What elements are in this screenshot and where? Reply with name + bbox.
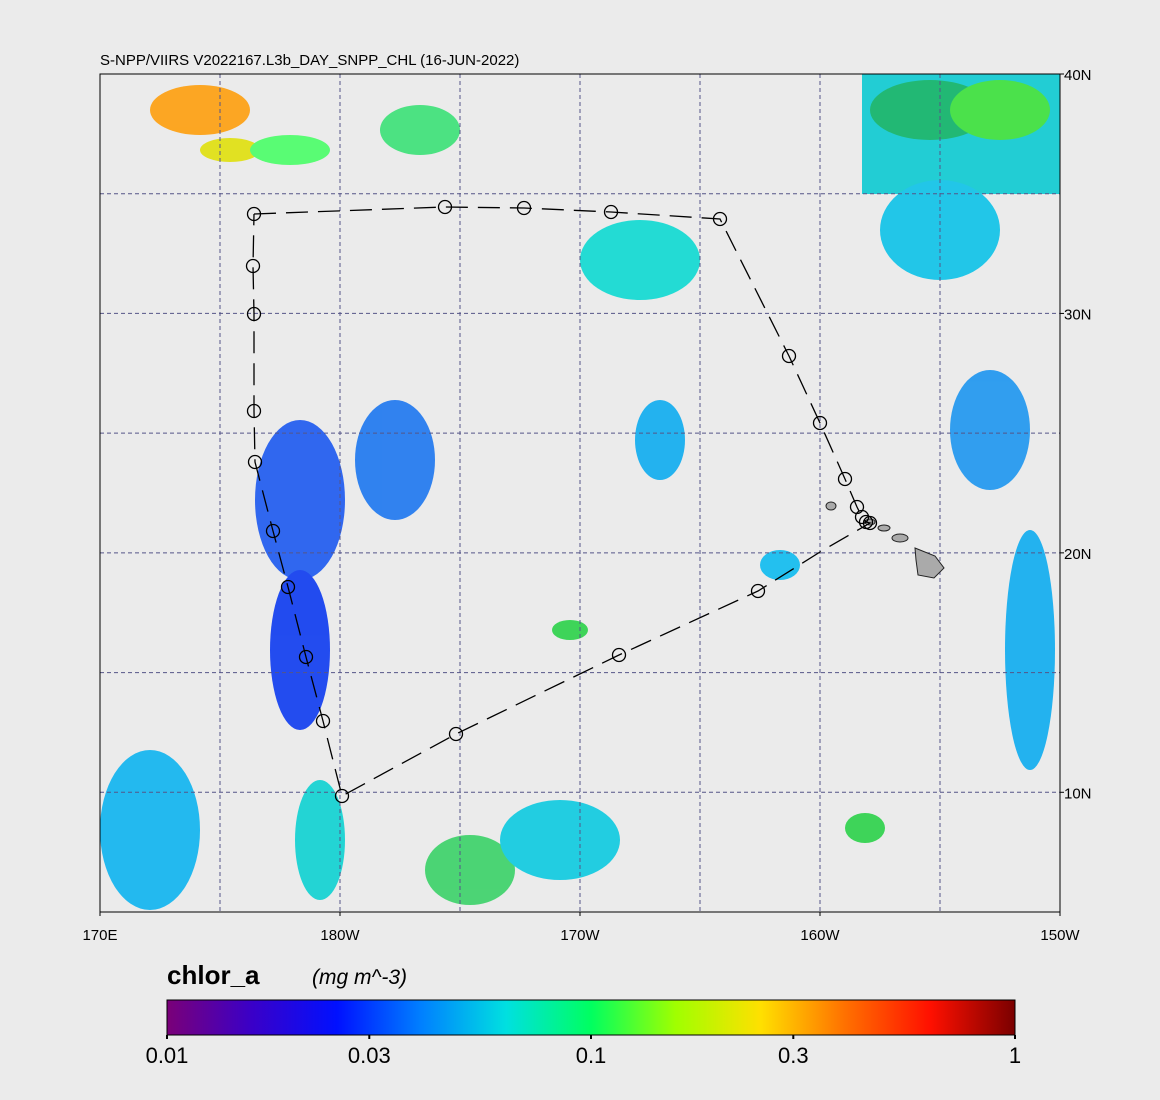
station — [448, 726, 464, 742]
cruise-track — [245, 199, 878, 804]
patch — [150, 85, 250, 135]
station — [781, 348, 797, 364]
station — [812, 415, 828, 431]
colorbar-tick-label: 0.3 — [778, 1043, 809, 1068]
x-tick-label: 170W — [560, 927, 600, 944]
patch — [500, 800, 620, 880]
patch — [950, 370, 1030, 490]
colorbar-tick-label: 1 — [1009, 1043, 1021, 1068]
colorbar-units: (mg m^-3) — [312, 966, 407, 989]
patch — [425, 835, 515, 905]
station — [603, 204, 619, 220]
x-tick-label: 170E — [82, 927, 117, 944]
patch — [295, 780, 345, 900]
patch — [635, 400, 685, 480]
patch — [270, 570, 330, 730]
station — [611, 647, 627, 663]
patch — [760, 550, 800, 580]
island — [825, 501, 837, 511]
station — [247, 454, 263, 470]
map-title: S-NPP/VIIRS V2022167.L3b_DAY_SNPP_CHL (1… — [100, 52, 519, 69]
patch — [1005, 530, 1055, 770]
station — [280, 579, 296, 595]
station — [246, 206, 262, 222]
patch — [380, 105, 460, 155]
station — [315, 713, 331, 729]
y-tick-label: 20N — [1064, 546, 1092, 563]
colorbar-tick-label: 0.03 — [348, 1043, 391, 1068]
island — [877, 524, 891, 532]
patch — [250, 135, 330, 165]
colorbar-tick-label: 0.1 — [576, 1043, 607, 1068]
island — [891, 533, 909, 543]
chlorophyll-field — [100, 74, 1060, 910]
patch — [950, 80, 1050, 140]
station — [265, 523, 281, 539]
patch — [355, 400, 435, 520]
station — [516, 200, 532, 216]
colorbar-tick-label: 0.01 — [146, 1043, 189, 1068]
track-line — [252, 206, 872, 797]
stations — [245, 199, 878, 804]
hawaii — [825, 501, 945, 579]
y-tick-label: 30N — [1064, 306, 1092, 323]
station — [245, 258, 261, 274]
station — [298, 649, 314, 665]
colorbar-label: chlor_a — [167, 960, 260, 990]
station — [334, 788, 350, 804]
station — [862, 515, 878, 531]
y-tick-label: 10N — [1064, 785, 1092, 802]
station — [837, 471, 853, 487]
x-tick-label: 180W — [320, 927, 360, 944]
station — [750, 583, 766, 599]
island — [914, 547, 945, 579]
x-tick-label: 160W — [800, 927, 840, 944]
colorbar — [166, 999, 1016, 1036]
patch — [845, 813, 885, 843]
patch — [552, 620, 588, 640]
patch — [580, 220, 700, 300]
station — [246, 306, 262, 322]
station — [712, 211, 728, 227]
patch — [100, 750, 200, 910]
station — [246, 403, 262, 419]
x-tick-label: 150W — [1040, 927, 1080, 944]
patch — [255, 420, 345, 580]
y-tick-label: 40N — [1064, 67, 1092, 84]
patch — [200, 138, 260, 162]
station — [437, 199, 453, 215]
